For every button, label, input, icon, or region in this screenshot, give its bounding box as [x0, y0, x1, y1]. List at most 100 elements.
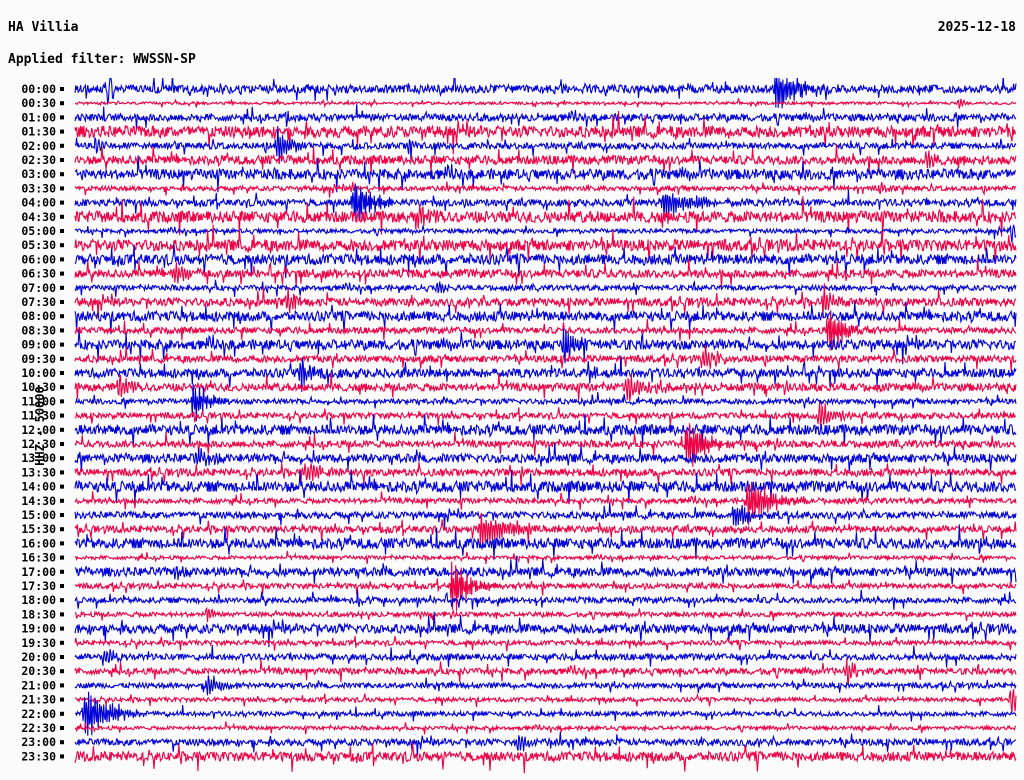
row-tick-mark	[60, 711, 64, 716]
seismic-trace	[74, 110, 1017, 155]
row-time-label: 04:30	[21, 210, 56, 224]
row-tick-mark	[60, 427, 64, 432]
seismic-trace	[74, 561, 1017, 611]
row-tick-mark	[60, 498, 64, 503]
trace-row: 22:30	[21, 721, 1016, 735]
seismic-trace	[74, 482, 1017, 526]
trace-row: 15:00	[21, 502, 1017, 529]
row-tick-mark	[60, 470, 64, 475]
trace-row: 09:00	[21, 328, 1017, 365]
row-tick-mark	[60, 584, 64, 588]
trace-row: 18:00	[21, 589, 1017, 610]
trace-row: 20:00	[21, 644, 1017, 668]
row-tick-mark	[60, 172, 64, 177]
row-time-label: 17:00	[21, 565, 56, 579]
seismic-trace	[74, 283, 1017, 319]
row-time-label: 13:30	[21, 465, 56, 479]
trace-row: 17:00	[21, 555, 1017, 585]
row-tick-mark	[60, 243, 64, 248]
row-time-label: 12:00	[21, 423, 56, 437]
seismic-trace	[74, 373, 1017, 402]
trace-row: 19:30	[21, 636, 1017, 652]
row-tick-mark	[60, 683, 64, 688]
row-time-label: 16:00	[21, 536, 56, 550]
row-time-label: 20:30	[21, 664, 56, 678]
trace-row: 18:30	[21, 606, 1017, 623]
row-tick-mark	[60, 612, 64, 617]
row-tick-mark	[60, 697, 64, 702]
trace-row: 13:00	[21, 442, 1017, 472]
trace-row: 02:30	[21, 143, 1017, 175]
row-time-label: 11:30	[21, 409, 56, 423]
seismic-trace	[74, 279, 1017, 297]
trace-row: 03:00	[21, 155, 1017, 193]
row-time-label: 10:30	[21, 380, 56, 394]
row-tick-mark	[60, 754, 64, 759]
row-tick-mark	[60, 740, 64, 745]
row-tick-mark	[60, 640, 64, 645]
seismic-trace	[74, 78, 1017, 109]
row-tick-mark	[60, 229, 64, 233]
row-time-label: 07:00	[21, 281, 56, 295]
trace-row: 13:30	[21, 461, 1017, 486]
row-time-label: 02:30	[21, 153, 56, 167]
row-tick-mark	[60, 356, 64, 361]
trace-row: 01:30	[21, 110, 1017, 155]
row-time-label: 23:00	[21, 735, 56, 749]
trace-row: 07:30	[21, 283, 1017, 319]
row-time-label: 15:30	[21, 522, 56, 536]
seismic-trace	[74, 606, 1017, 623]
seismic-trace	[74, 423, 1017, 467]
trace-row: 16:30	[21, 550, 1017, 565]
row-time-label: 22:00	[21, 707, 56, 721]
row-time-label: 08:30	[21, 323, 56, 337]
row-tick-mark	[60, 129, 64, 134]
trace-row: 03:30	[21, 181, 1017, 198]
trace-row: 07:00	[21, 279, 1017, 297]
row-time-label: 06:00	[21, 252, 56, 266]
row-tick-mark	[60, 271, 64, 276]
row-time-label: 19:30	[21, 636, 56, 650]
seismic-trace	[74, 689, 1017, 713]
row-tick-mark	[60, 513, 64, 517]
row-tick-mark	[60, 527, 64, 532]
row-tick-mark	[60, 285, 64, 290]
trace-row: 06:30	[21, 258, 1017, 288]
row-time-label: 14:30	[21, 494, 56, 508]
row-time-label: 09:30	[21, 352, 56, 366]
seismic-trace	[75, 383, 1017, 422]
trace-row: 14:00	[21, 469, 1017, 505]
trace-row: 14:30	[21, 482, 1017, 526]
row-time-label: 12:30	[21, 437, 56, 451]
row-time-label: 22:30	[21, 721, 56, 735]
row-time-label: 00:00	[21, 82, 56, 96]
row-time-label: 05:00	[21, 224, 56, 238]
helicorder-plot[interactable]: 00:00 00:30 01:00 01:30 02:00 02:30 03:00 03:30…	[0, 78, 1024, 774]
trace-row: 15:30	[21, 512, 1017, 548]
row-tick-mark	[60, 399, 64, 404]
row-time-label: 21:30	[21, 693, 56, 707]
row-time-label: 04:00	[21, 196, 56, 210]
seismic-trace	[74, 344, 1017, 372]
seismic-trace	[74, 589, 1017, 610]
trace-row: 05:30	[21, 224, 1017, 265]
seismic-trace	[74, 461, 1017, 486]
trace-row: 23:00	[21, 731, 1017, 756]
seismic-trace	[74, 224, 1017, 265]
row-tick-mark	[60, 484, 64, 489]
seismic-trace	[74, 143, 1017, 175]
applied-filter-label: Applied filter: WWSSN-SP	[8, 52, 196, 67]
seismic-trace	[74, 196, 1017, 237]
trace-row: 04:30	[21, 196, 1017, 237]
row-time-label: 06:30	[21, 267, 56, 281]
row-tick-mark	[60, 371, 64, 375]
seismic-trace	[74, 742, 1017, 774]
seismic-trace	[74, 442, 1017, 472]
seismic-trace	[74, 104, 1017, 130]
row-tick-mark	[60, 626, 64, 631]
seismic-trace	[74, 550, 1017, 564]
seismic-trace	[74, 555, 1017, 585]
seismic-trace	[74, 644, 1017, 668]
row-time-label: 02:00	[21, 139, 56, 153]
row-time-label: 18:00	[21, 593, 56, 607]
